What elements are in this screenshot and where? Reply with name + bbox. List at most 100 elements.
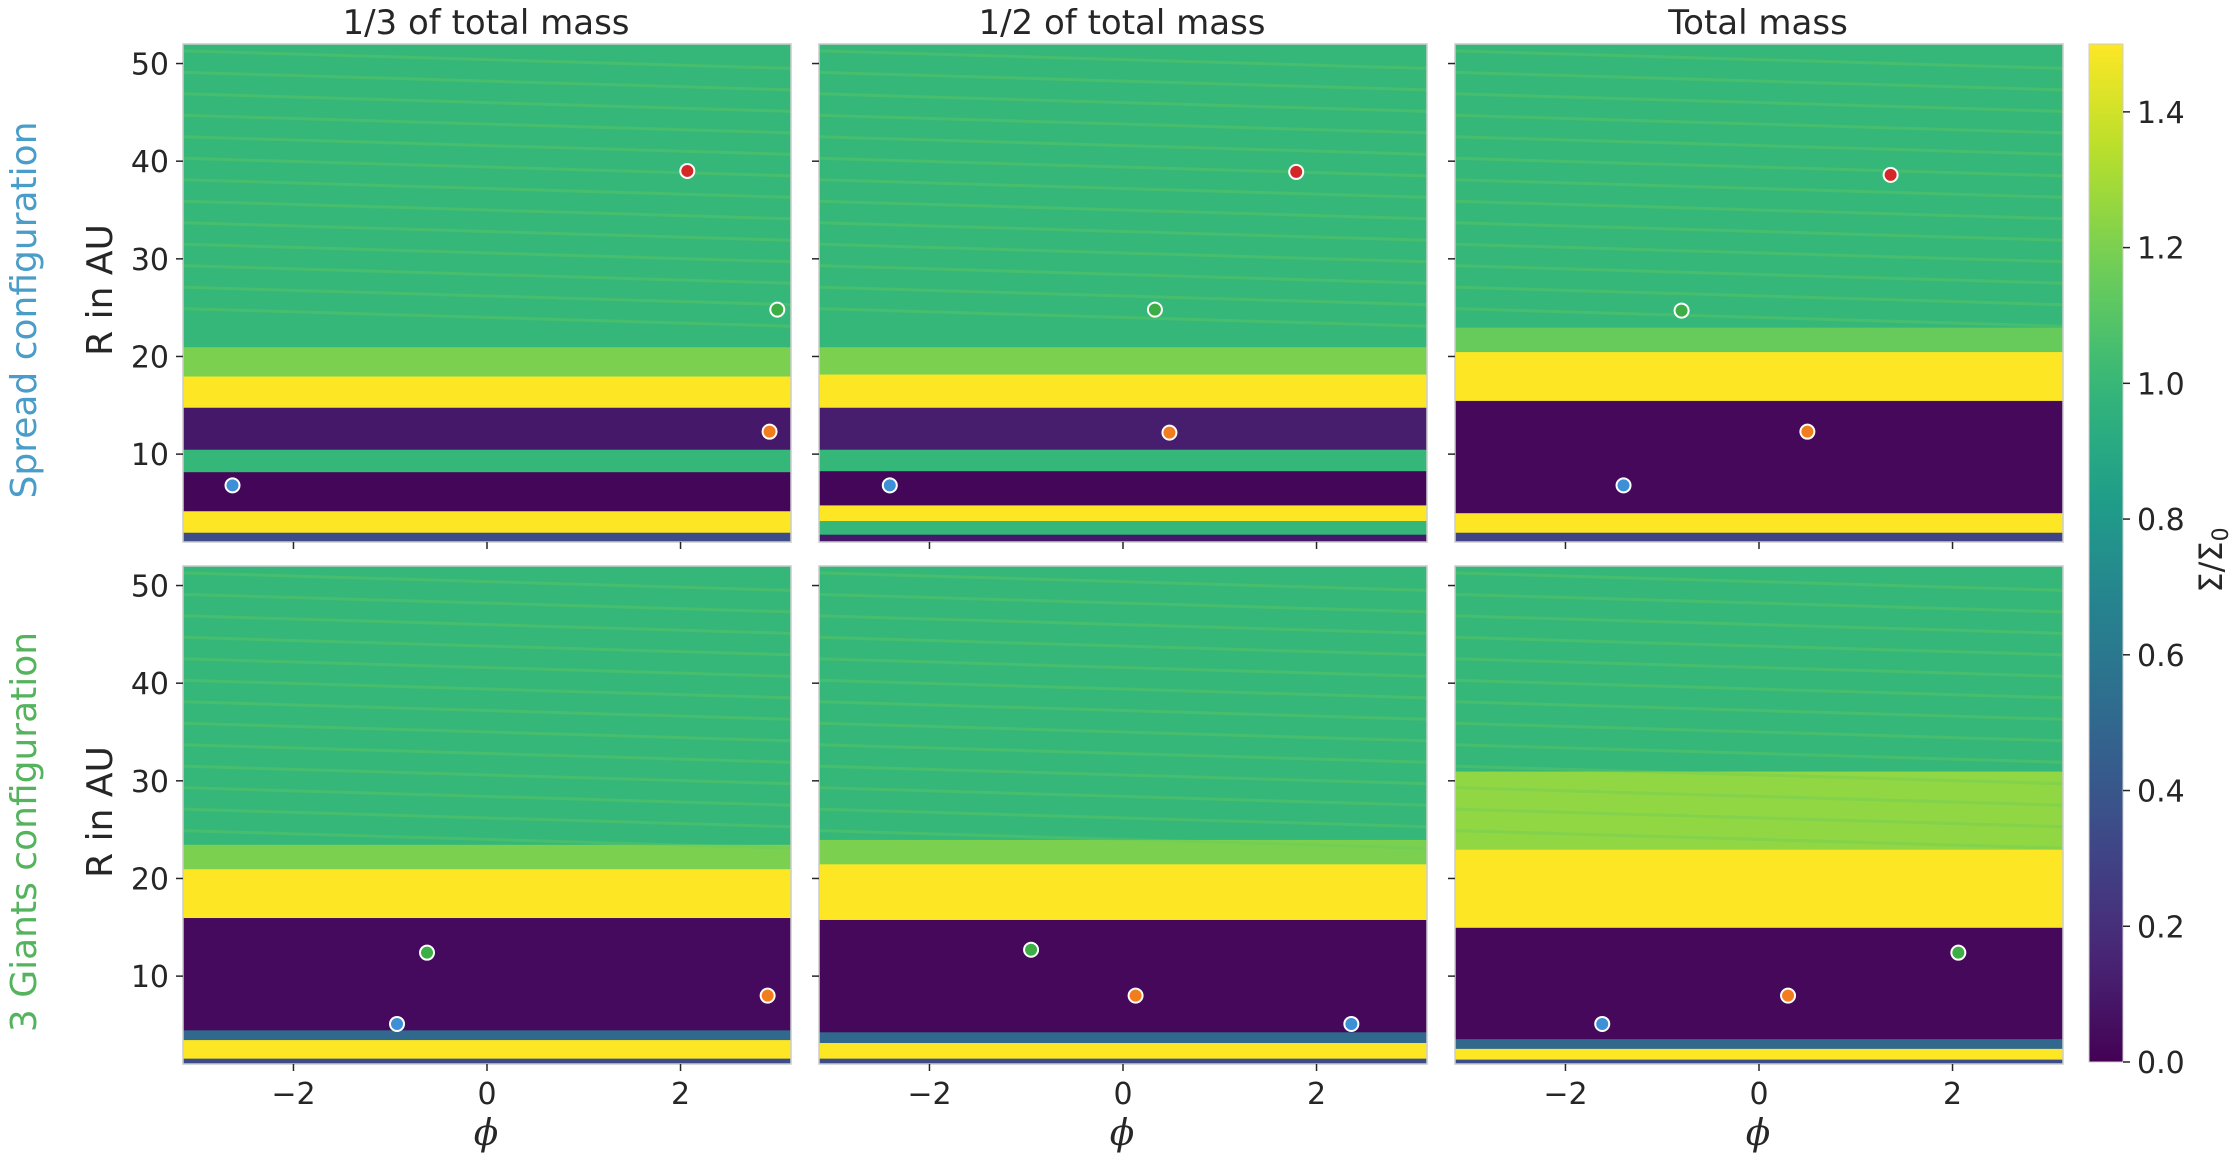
- density-wake: [819, 764, 1427, 786]
- density-band: [819, 44, 1427, 348]
- x-tick-label: 0: [477, 1077, 496, 1112]
- density-wake: [819, 49, 1427, 70]
- density-band: [183, 510, 791, 533]
- y-tick-label: 30: [131, 765, 169, 800]
- density-wake: [1455, 678, 2063, 700]
- planet-marker-blue: [1343, 1015, 1360, 1032]
- panel-2-1: 10 20 30 40 50 −2 0 2: [131, 565, 792, 1112]
- density-band: [183, 449, 791, 473]
- density-band: [1455, 1048, 2063, 1060]
- heatmap: [819, 566, 1427, 1064]
- density-wake: [1455, 807, 2063, 829]
- planet-marker-orange: [1161, 424, 1178, 441]
- density-wake: [183, 199, 791, 221]
- density-band: [819, 346, 1427, 375]
- density-wake: [819, 807, 1427, 829]
- density-wake: [183, 221, 791, 242]
- density-wake: [183, 49, 791, 70]
- x-tick-label: −2: [271, 1077, 315, 1112]
- planet-marker-red: [679, 162, 696, 179]
- density-band: [1455, 44, 2063, 328]
- density-wake: [183, 635, 791, 657]
- heatmap: [1455, 44, 2063, 542]
- density-band: [819, 1042, 1427, 1059]
- column-title-3: Total mass: [1667, 3, 1848, 43]
- y-tick-label: 50: [131, 48, 169, 83]
- density-wake: [1455, 156, 2063, 178]
- density-band: [819, 520, 1427, 535]
- panel-2-3: −2 0 2: [1448, 565, 2064, 1112]
- x-tick-label: 2: [1307, 1077, 1326, 1112]
- density-band: [819, 504, 1427, 522]
- planet-marker-green: [419, 944, 436, 961]
- density-wake: [183, 242, 791, 264]
- density-wake: [183, 657, 791, 678]
- density-band: [1455, 532, 2063, 542]
- density-wake: [1455, 178, 2063, 199]
- density-wake: [819, 786, 1427, 807]
- y-axis-label-bottom: R in AU: [80, 746, 121, 878]
- density-wake: [183, 678, 791, 700]
- density-wake: [183, 571, 791, 592]
- density-wake: [819, 70, 1427, 92]
- density-band: [183, 1039, 791, 1059]
- colorbar-label: Σ/Σ0: [2192, 527, 2234, 592]
- planet-marker-blue: [1615, 477, 1632, 494]
- density-wake: [183, 807, 791, 829]
- density-wake: [819, 221, 1427, 242]
- panel-1-2: [812, 43, 1428, 549]
- y-tick-label: 20: [131, 340, 169, 375]
- x-tick-label: 0: [1113, 1077, 1132, 1112]
- planet-marker-green: [769, 301, 786, 318]
- panel-1-3: [1448, 43, 2064, 549]
- density-band: [183, 471, 791, 512]
- y-tick-label: 10: [131, 438, 169, 473]
- colorbar-frame: [2088, 43, 2124, 1063]
- x-tick-label: 2: [671, 1077, 690, 1112]
- planet-marker-orange: [759, 987, 776, 1004]
- density-wake: [1455, 264, 2063, 285]
- density-band: [183, 868, 791, 919]
- x-axis-label-3: ϕ: [1746, 1113, 1771, 1154]
- density-band: [1455, 1038, 2063, 1049]
- y-tick-label: 10: [131, 960, 169, 995]
- density-wake: [183, 113, 791, 135]
- density-wake: [183, 786, 791, 807]
- heatmap: [183, 566, 791, 1064]
- density-band: [183, 1058, 791, 1064]
- density-wake: [1455, 743, 2063, 764]
- density-wake: [183, 285, 791, 307]
- y-tick-label: 30: [131, 243, 169, 278]
- density-band: [183, 917, 791, 1031]
- density-wake: [1455, 199, 2063, 221]
- y-tick-label: 20: [131, 862, 169, 897]
- planet-marker-green: [1673, 302, 1690, 319]
- density-band: [819, 839, 1427, 865]
- density-wake: [819, 285, 1427, 307]
- density-wake: [183, 614, 791, 635]
- colorbar: 0.0 0.2 0.4 0.6 0.8 1.0 1.2 1.4: [2088, 43, 2185, 1081]
- density-wake: [1455, 49, 2063, 70]
- density-band: [183, 1029, 791, 1041]
- planet-marker-orange: [1127, 987, 1144, 1004]
- density-band: [819, 1031, 1427, 1044]
- density-band: [1455, 849, 2063, 928]
- x-tick-label: −2: [907, 1077, 951, 1112]
- density-wake: [819, 178, 1427, 199]
- density-wake: [1455, 786, 2063, 807]
- density-band: [1455, 927, 2063, 1040]
- density-wake: [819, 678, 1427, 700]
- colorbar-tick-label: 0.0: [2137, 1046, 2185, 1081]
- density-band: [183, 376, 791, 408]
- colorbar-tick-label: 0.8: [2137, 503, 2185, 538]
- colorbar-tick-label: 0.6: [2137, 639, 2185, 674]
- density-wake: [819, 657, 1427, 678]
- density-wake: [183, 178, 791, 199]
- y-tick-label: 40: [131, 667, 169, 702]
- density-band: [183, 44, 791, 348]
- density-band: [819, 863, 1427, 920]
- panel-2-2: −2 0 2: [812, 565, 1428, 1112]
- density-band: [1455, 1059, 2063, 1064]
- density-wake: [819, 307, 1427, 328]
